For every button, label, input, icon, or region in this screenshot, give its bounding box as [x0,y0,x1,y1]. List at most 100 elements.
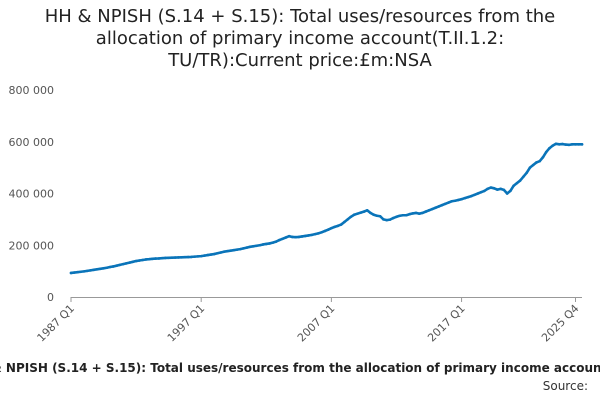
data-point[interactable] [401,213,405,217]
data-point[interactable] [535,161,538,164]
data-point[interactable] [310,233,314,237]
data-point[interactable] [557,143,561,146]
data-point[interactable] [206,253,209,257]
data-point[interactable] [395,215,398,219]
data-point[interactable] [225,249,229,253]
data-point[interactable] [385,218,389,222]
data-point[interactable] [574,143,577,146]
data-point[interactable] [167,256,170,260]
data-point[interactable] [82,270,86,273]
data-point[interactable] [193,255,196,258]
data-point[interactable] [128,261,131,264]
data-point[interactable] [248,245,252,249]
data-point[interactable] [271,241,275,244]
data-point[interactable] [352,213,356,217]
data-point[interactable] [229,249,232,252]
data-point[interactable] [408,212,411,216]
data-point[interactable] [427,209,431,212]
data-point[interactable] [398,214,402,218]
data-point[interactable] [118,263,122,267]
data-point[interactable] [235,248,239,251]
data-point[interactable] [515,181,519,185]
data-point[interactable] [232,248,236,252]
data-point[interactable] [496,188,499,191]
data-point[interactable] [105,266,109,270]
data-point[interactable] [391,216,395,220]
data-point[interactable] [92,268,96,272]
data-point[interactable] [362,210,366,213]
data-point[interactable] [463,196,467,200]
data-point[interactable] [330,226,333,230]
data-point[interactable] [531,163,535,167]
data-point[interactable] [544,150,548,154]
data-point[interactable] [264,242,268,246]
data-point[interactable] [121,262,125,266]
data-point[interactable] [147,257,151,261]
data-point[interactable] [317,232,320,235]
data-point[interactable] [476,192,480,195]
data-point[interactable] [274,240,278,243]
data-point[interactable] [522,175,525,178]
data-point[interactable] [333,225,336,229]
data-point[interactable] [261,243,265,246]
data-point[interactable] [538,159,541,163]
data-point[interactable] [173,256,177,259]
data-point[interactable] [577,143,581,146]
data-point[interactable] [343,220,346,224]
data-point[interactable] [141,258,144,262]
data-point[interactable] [131,260,135,264]
data-point[interactable] [404,213,408,217]
data-point[interactable] [313,232,317,236]
data-point[interactable] [98,267,102,271]
data-point[interactable] [297,235,301,239]
data-point[interactable] [382,218,385,221]
data-point[interactable] [339,223,343,226]
data-point[interactable] [112,265,115,268]
data-point[interactable] [85,269,89,273]
data-point[interactable] [154,257,157,260]
data-point[interactable] [138,259,141,262]
data-point[interactable] [160,256,164,260]
data-point[interactable] [388,218,392,221]
data-point[interactable] [346,218,349,221]
data-point[interactable] [421,211,424,215]
data-point[interactable] [186,255,190,259]
data-point[interactable] [505,192,509,195]
data-point[interactable] [170,256,174,259]
data-point[interactable] [238,247,242,251]
data-point[interactable] [489,186,493,189]
data-point[interactable] [528,166,532,169]
data-point[interactable] [164,256,167,260]
data-point[interactable] [512,184,515,188]
data-point[interactable] [284,236,288,239]
data-point[interactable] [102,266,105,270]
data-point[interactable] [251,244,255,248]
data-point[interactable] [434,206,437,210]
data-point[interactable] [554,142,558,146]
data-point[interactable] [541,155,545,159]
data-point[interactable] [125,262,128,265]
data-point[interactable] [466,195,470,199]
data-point[interactable] [69,271,73,275]
data-point[interactable] [375,214,379,218]
data-point[interactable] [108,265,112,269]
data-point[interactable] [320,231,323,234]
data-point[interactable] [580,143,584,146]
data-point[interactable] [372,213,375,217]
data-point[interactable] [492,187,496,190]
data-point[interactable] [430,207,434,211]
data-point[interactable] [411,212,415,215]
data-point[interactable] [242,247,245,250]
data-point[interactable] [89,269,92,272]
data-point[interactable] [76,270,79,274]
data-point[interactable] [95,268,99,271]
data-point[interactable] [525,171,528,175]
data-point[interactable] [304,234,307,238]
data-point[interactable] [473,193,476,197]
data-point[interactable] [157,257,161,260]
data-point[interactable] [307,234,310,237]
data-point[interactable] [440,203,444,207]
data-point[interactable] [359,211,362,214]
data-point[interactable] [483,189,486,193]
data-point[interactable] [424,210,428,213]
